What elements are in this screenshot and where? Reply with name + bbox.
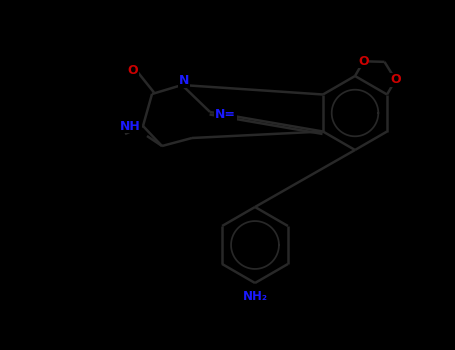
Text: O: O [128,64,138,77]
Text: N=: N= [215,107,236,120]
Text: O: O [390,73,401,86]
Text: NH: NH [120,119,141,133]
Text: O: O [358,55,369,68]
Text: NH₂: NH₂ [243,290,268,303]
Text: N: N [179,75,189,88]
